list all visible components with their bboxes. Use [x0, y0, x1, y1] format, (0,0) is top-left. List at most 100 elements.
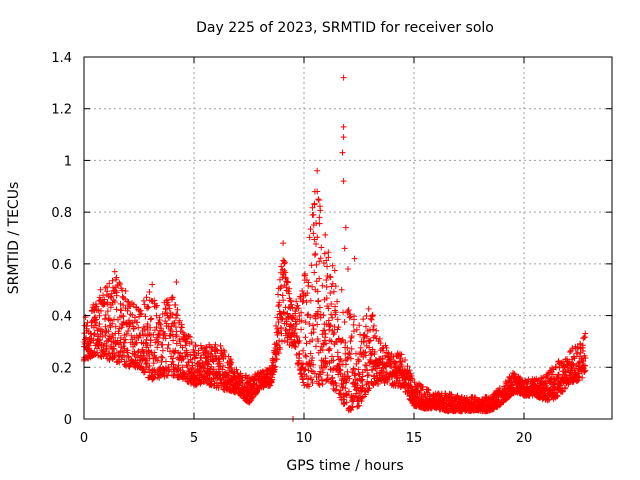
data-point [154, 344, 161, 351]
data-point [82, 314, 89, 321]
data-point [341, 245, 348, 252]
data-point [338, 357, 345, 364]
data-point [331, 329, 338, 336]
data-point [543, 380, 550, 387]
data-point [310, 211, 317, 218]
data-point [295, 305, 302, 312]
data-point [189, 365, 196, 372]
data-point [315, 197, 322, 204]
data-point [117, 334, 124, 341]
data-point [280, 240, 287, 247]
data-point [297, 293, 304, 300]
data-point [377, 340, 384, 347]
data-point [151, 297, 158, 304]
data-point [397, 355, 404, 362]
data-point [344, 344, 351, 351]
data-point [117, 300, 124, 307]
data-point [554, 393, 561, 400]
data-point [134, 349, 141, 356]
data-point [309, 204, 316, 211]
data-point [573, 350, 580, 357]
data-point [185, 333, 192, 340]
data-point [169, 311, 176, 318]
data-point [299, 376, 306, 383]
data-point [581, 368, 588, 375]
data-point [176, 317, 183, 324]
data-point [281, 337, 288, 344]
data-point [96, 297, 103, 304]
data-point [355, 403, 362, 410]
data-point [214, 348, 221, 355]
data-point [163, 320, 170, 327]
data-point [95, 342, 102, 349]
data-point [342, 339, 349, 346]
data-point [340, 123, 347, 130]
data-point [178, 324, 185, 331]
data-point [335, 363, 342, 370]
data-point [282, 275, 289, 282]
data-point [300, 347, 307, 354]
data-point [165, 302, 172, 309]
data-point [169, 358, 176, 365]
data-point [144, 332, 151, 339]
data-point [153, 303, 160, 310]
data-point [146, 331, 153, 338]
data-point [366, 344, 373, 351]
y-tick-label: 0.8 [51, 206, 72, 221]
data-point [84, 319, 91, 326]
data-point [301, 382, 308, 389]
data-point [355, 358, 362, 365]
y-tick-label: 0 [64, 413, 72, 428]
data-point [148, 315, 155, 322]
data-point [349, 404, 356, 411]
data-point [142, 313, 149, 320]
data-point [159, 341, 166, 348]
data-point [301, 270, 308, 277]
data-point [93, 316, 100, 323]
data-point [344, 308, 351, 315]
data-point [347, 338, 354, 345]
data-point [363, 333, 370, 340]
data-point [276, 337, 283, 344]
data-point [305, 375, 312, 382]
data-point [327, 290, 334, 297]
data-point [298, 326, 305, 333]
data-point [298, 317, 305, 324]
data-point [380, 368, 387, 375]
data-point [367, 337, 374, 344]
data-point [321, 250, 328, 257]
data-point [397, 363, 404, 370]
data-point [302, 334, 309, 341]
data-point [368, 352, 375, 359]
data-point [87, 339, 94, 346]
data-point [345, 306, 352, 313]
data-point [314, 308, 321, 315]
data-point [317, 207, 324, 214]
data-point [104, 288, 111, 295]
data-point [115, 330, 122, 337]
data-point [330, 331, 337, 338]
data-point [582, 355, 589, 362]
data-point [227, 356, 234, 363]
data-point [338, 286, 345, 293]
y-tick-label: 0.6 [51, 258, 72, 273]
data-point [334, 298, 341, 305]
data-point [417, 387, 424, 394]
data-point [342, 224, 349, 231]
data-point [141, 350, 148, 357]
data-point [328, 353, 335, 360]
data-point [365, 305, 372, 312]
data-point [210, 358, 217, 365]
data-point [273, 356, 280, 363]
data-point [303, 372, 310, 379]
data-point [162, 358, 169, 365]
data-point [187, 351, 194, 358]
data-point [334, 316, 341, 323]
data-point [315, 196, 322, 203]
data-point [272, 363, 279, 370]
data-point [339, 336, 346, 343]
data-point [125, 327, 132, 334]
data-point [113, 306, 120, 313]
data-point [294, 302, 301, 309]
